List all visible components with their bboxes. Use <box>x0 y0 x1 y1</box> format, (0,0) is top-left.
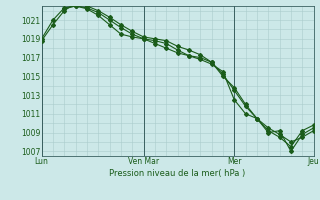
X-axis label: Pression niveau de la mer( hPa ): Pression niveau de la mer( hPa ) <box>109 169 246 178</box>
